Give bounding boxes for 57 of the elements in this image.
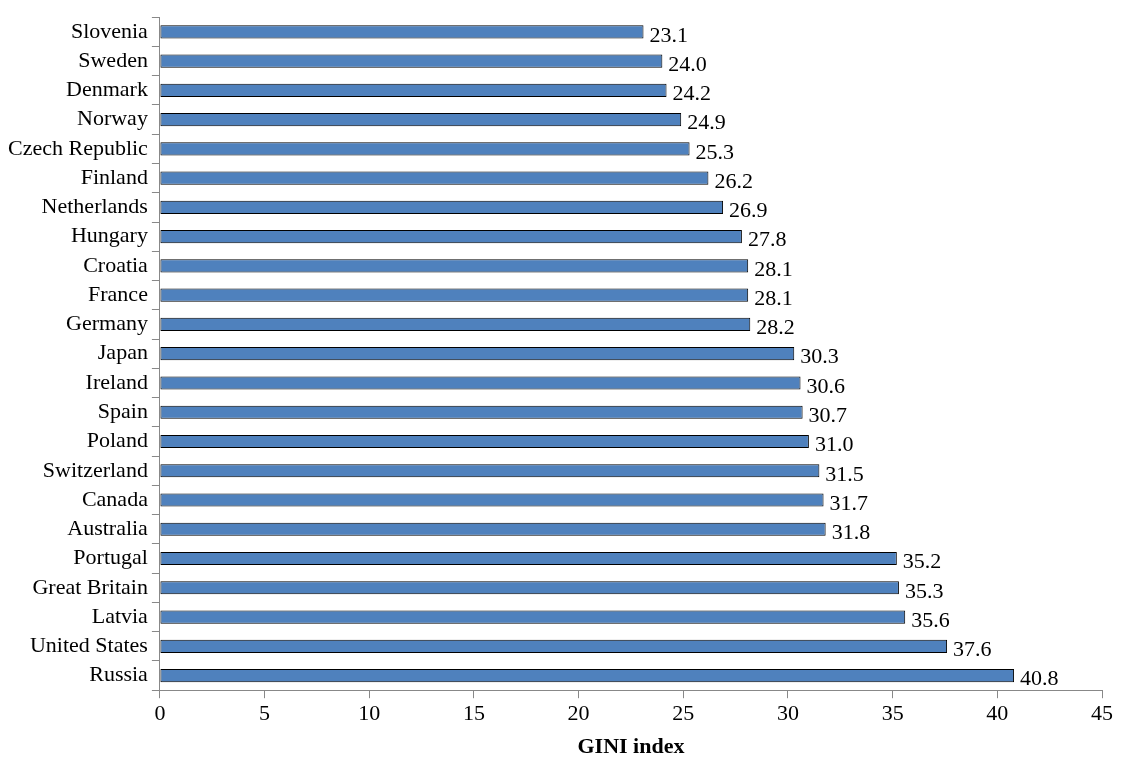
- y-tick-label: Portugal: [73, 544, 148, 570]
- y-tick-label: Canada: [81, 485, 149, 511]
- x-tick-label: 0: [154, 700, 166, 726]
- y-tick-label: Latvia: [91, 602, 149, 628]
- x-tick-label: 45: [1091, 700, 1113, 726]
- x-tick-label: 15: [462, 700, 485, 726]
- y-tick-label: Japan: [97, 339, 148, 365]
- y-tick-label: Ireland: [85, 368, 148, 394]
- data-label: 24.9: [687, 109, 726, 135]
- x-tick-label: 25: [672, 700, 695, 726]
- data-label: 35.3: [904, 577, 944, 603]
- data-label: 37.6: [953, 636, 992, 662]
- x-tick-label: 5: [259, 700, 271, 726]
- data-label: 25.3: [695, 138, 735, 164]
- data-label: 31.8: [831, 519, 871, 545]
- x-tick-label: 10: [358, 700, 381, 726]
- y-tick-label: Sweden: [78, 46, 148, 72]
- data-label: 35.2: [902, 548, 942, 574]
- data-label: 28.1: [754, 255, 793, 281]
- data-label: 31.5: [825, 460, 864, 486]
- y-tick-label: Slovenia: [70, 17, 149, 43]
- y-tick-label: Australia: [67, 515, 149, 541]
- data-label: 27.8: [747, 226, 787, 252]
- x-tick-label: 30: [776, 700, 799, 726]
- x-tick-label: 20: [567, 700, 590, 726]
- data-label: 35.6: [911, 606, 950, 632]
- y-tick-label: Norway: [77, 105, 148, 131]
- data-label: 30.6: [806, 372, 846, 398]
- data-label: 28.2: [756, 314, 795, 340]
- data-label: 26.2: [714, 167, 753, 193]
- y-tick-label: Great Britain: [32, 573, 148, 599]
- y-tick-label: Spain: [97, 398, 148, 423]
- x-tick-label: 35: [881, 700, 904, 726]
- y-tick-label: Czech Republic: [7, 134, 149, 160]
- data-label: 40.8: [1020, 665, 1059, 691]
- y-tick-label: Germany: [66, 310, 148, 336]
- y-tick-label: Croatia: [83, 251, 149, 277]
- y-tick-label: Switzerland: [42, 456, 148, 482]
- data-label: 31.7: [829, 489, 869, 515]
- data-label: 26.9: [729, 197, 768, 223]
- data-label: 24.2: [672, 80, 712, 106]
- y-tick-label: Netherlands: [41, 193, 148, 219]
- data-label: 24.0: [668, 50, 707, 76]
- y-tick-label: Hungary: [70, 222, 148, 248]
- y-tick-label: Russia: [89, 661, 149, 687]
- y-tick-label: United States: [29, 632, 148, 658]
- data-label: 23.1: [649, 21, 689, 47]
- y-tick-label: France: [88, 280, 148, 306]
- data-label: 31.0: [814, 431, 854, 457]
- y-tick-label: Finland: [80, 163, 148, 189]
- y-tick-label: Poland: [86, 427, 148, 453]
- data-label: 30.7: [808, 402, 848, 427]
- x-axis-title: GINI index: [577, 733, 685, 759]
- y-tick-label: Denmark: [66, 76, 148, 102]
- data-label: 30.3: [800, 343, 839, 369]
- x-tick-label: 40: [986, 700, 1009, 726]
- data-label: 28.1: [754, 284, 793, 310]
